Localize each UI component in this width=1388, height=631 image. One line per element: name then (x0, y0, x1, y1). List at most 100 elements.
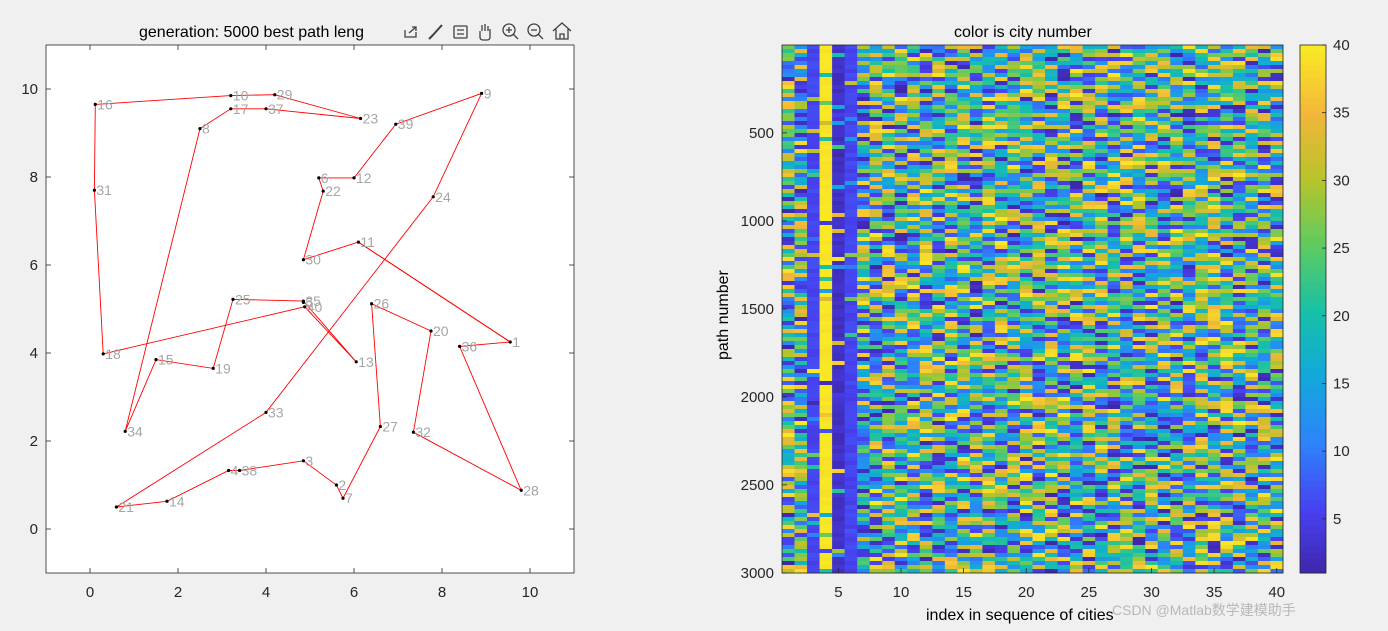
heatmap-cell (1082, 105, 1096, 110)
heatmap-cell (1207, 189, 1221, 194)
heatmap-cell (1095, 501, 1109, 506)
heatmap-cell (919, 441, 933, 446)
heatmap-cell (932, 441, 946, 446)
home-icon[interactable] (552, 22, 572, 40)
heatmap-cell (1132, 153, 1146, 158)
heatmap-cell (1157, 285, 1171, 290)
heatmap-cell (894, 269, 908, 274)
heatmap-cell (794, 333, 808, 338)
heatmap-cell (1019, 257, 1033, 262)
heatmap-cell (1120, 101, 1134, 106)
heatmap-cell (1082, 417, 1096, 422)
heatmap-cell (819, 481, 833, 486)
y-tick-label: 10 (21, 81, 38, 98)
heatmap-cell (1007, 201, 1021, 206)
heatmap-cell (1057, 329, 1071, 334)
heatmap-cell (957, 173, 971, 178)
pan-icon[interactable] (479, 24, 491, 41)
export-icon[interactable] (403, 26, 417, 38)
heatmap-cell (994, 113, 1008, 118)
heatmap-cell (857, 293, 871, 298)
heatmap-cell (819, 365, 833, 370)
heatmap-cell (1145, 289, 1159, 294)
heatmap-cell (1170, 425, 1184, 430)
heatmap-cell (1157, 45, 1171, 50)
heatmap-cell (1019, 217, 1033, 222)
heatmap-cell (869, 341, 883, 346)
heatmap-cell (1132, 405, 1146, 410)
zoom-in-icon[interactable] (502, 23, 519, 40)
heatmap-cell (1107, 345, 1121, 350)
heatmap-cell (1032, 421, 1046, 426)
heatmap-cell (1195, 209, 1209, 214)
heatmap-cell (1095, 177, 1109, 182)
heatmap-cell (932, 173, 946, 178)
heatmap-cell (994, 157, 1008, 162)
heatmap-cell (1207, 461, 1221, 466)
heatmap-cell (969, 329, 983, 334)
heatmap-cell (794, 305, 808, 310)
heatmap-cell (1220, 397, 1234, 402)
heatmap-cell (782, 117, 795, 122)
heatmap-cell (869, 145, 883, 150)
heatmap-cell (1195, 57, 1209, 62)
heatmap-cell (1157, 525, 1171, 530)
heatmap-cell (1182, 205, 1196, 210)
heatmap-cell (957, 521, 971, 526)
heatmap-cell (857, 429, 871, 434)
heatmap-cell (1145, 253, 1159, 258)
heatmap-cell (894, 389, 908, 394)
heatmap-cell (994, 529, 1008, 534)
heatmap-cell (907, 337, 921, 342)
heatmap-cell (1182, 85, 1196, 90)
heatmap-cell (782, 397, 795, 402)
heatmap-cell (869, 305, 883, 310)
heatmap-cell (1070, 229, 1084, 234)
heatmap-cell (932, 281, 946, 286)
heatmap-cell (1195, 93, 1209, 98)
heatmap-cell (807, 201, 820, 206)
heatmap-cell (1145, 465, 1159, 470)
heatmap-cell (944, 501, 958, 506)
heatmap-cell (907, 153, 921, 158)
heatmap-cell (944, 137, 958, 142)
heatmap-cell (857, 173, 871, 178)
heatmap-cell (1057, 89, 1071, 94)
heatmap-cell (1145, 205, 1159, 210)
heatmap-cell (1007, 141, 1021, 146)
heatmap-cell (1132, 229, 1146, 234)
heatmap-cell (1019, 473, 1033, 478)
heatmap-cell (1032, 121, 1046, 126)
heatmap-cell (932, 353, 946, 358)
heatmap-cell (1245, 57, 1259, 62)
heatmap-cell (944, 229, 958, 234)
heatmap-cell (1270, 285, 1284, 290)
heatmap-cell (782, 449, 795, 454)
heatmap-cell (907, 69, 921, 74)
zoom-out-icon[interactable] (527, 23, 544, 40)
heatmap-cell (882, 377, 896, 382)
heatmap-cell (919, 153, 933, 158)
heatmap-cell (1257, 189, 1271, 194)
heatmap-cell (1107, 141, 1121, 146)
brush-icon[interactable] (428, 24, 443, 40)
heatmap-cell (1145, 117, 1159, 122)
heatmap-cell (969, 189, 983, 194)
heatmap-cell (1232, 477, 1246, 482)
heatmap-cell (1145, 209, 1159, 214)
heatmap-cell (1032, 101, 1046, 106)
data-tips-icon[interactable] (453, 25, 468, 39)
heatmap-cell (1107, 389, 1121, 394)
city-point (165, 499, 169, 503)
heatmap-cell (1195, 269, 1209, 274)
heatmap-cell (969, 85, 983, 90)
heatmap-cell (1107, 357, 1121, 362)
heatmap-cell (1245, 365, 1259, 370)
heatmap-cell (782, 505, 795, 510)
heatmap-cell (1182, 349, 1196, 354)
heatmap-cell (1245, 61, 1259, 66)
heatmap-cell (957, 109, 971, 114)
heatmap-cell (1232, 341, 1246, 346)
heatmap-cell (1195, 405, 1209, 410)
heatmap-cell (1095, 233, 1109, 238)
